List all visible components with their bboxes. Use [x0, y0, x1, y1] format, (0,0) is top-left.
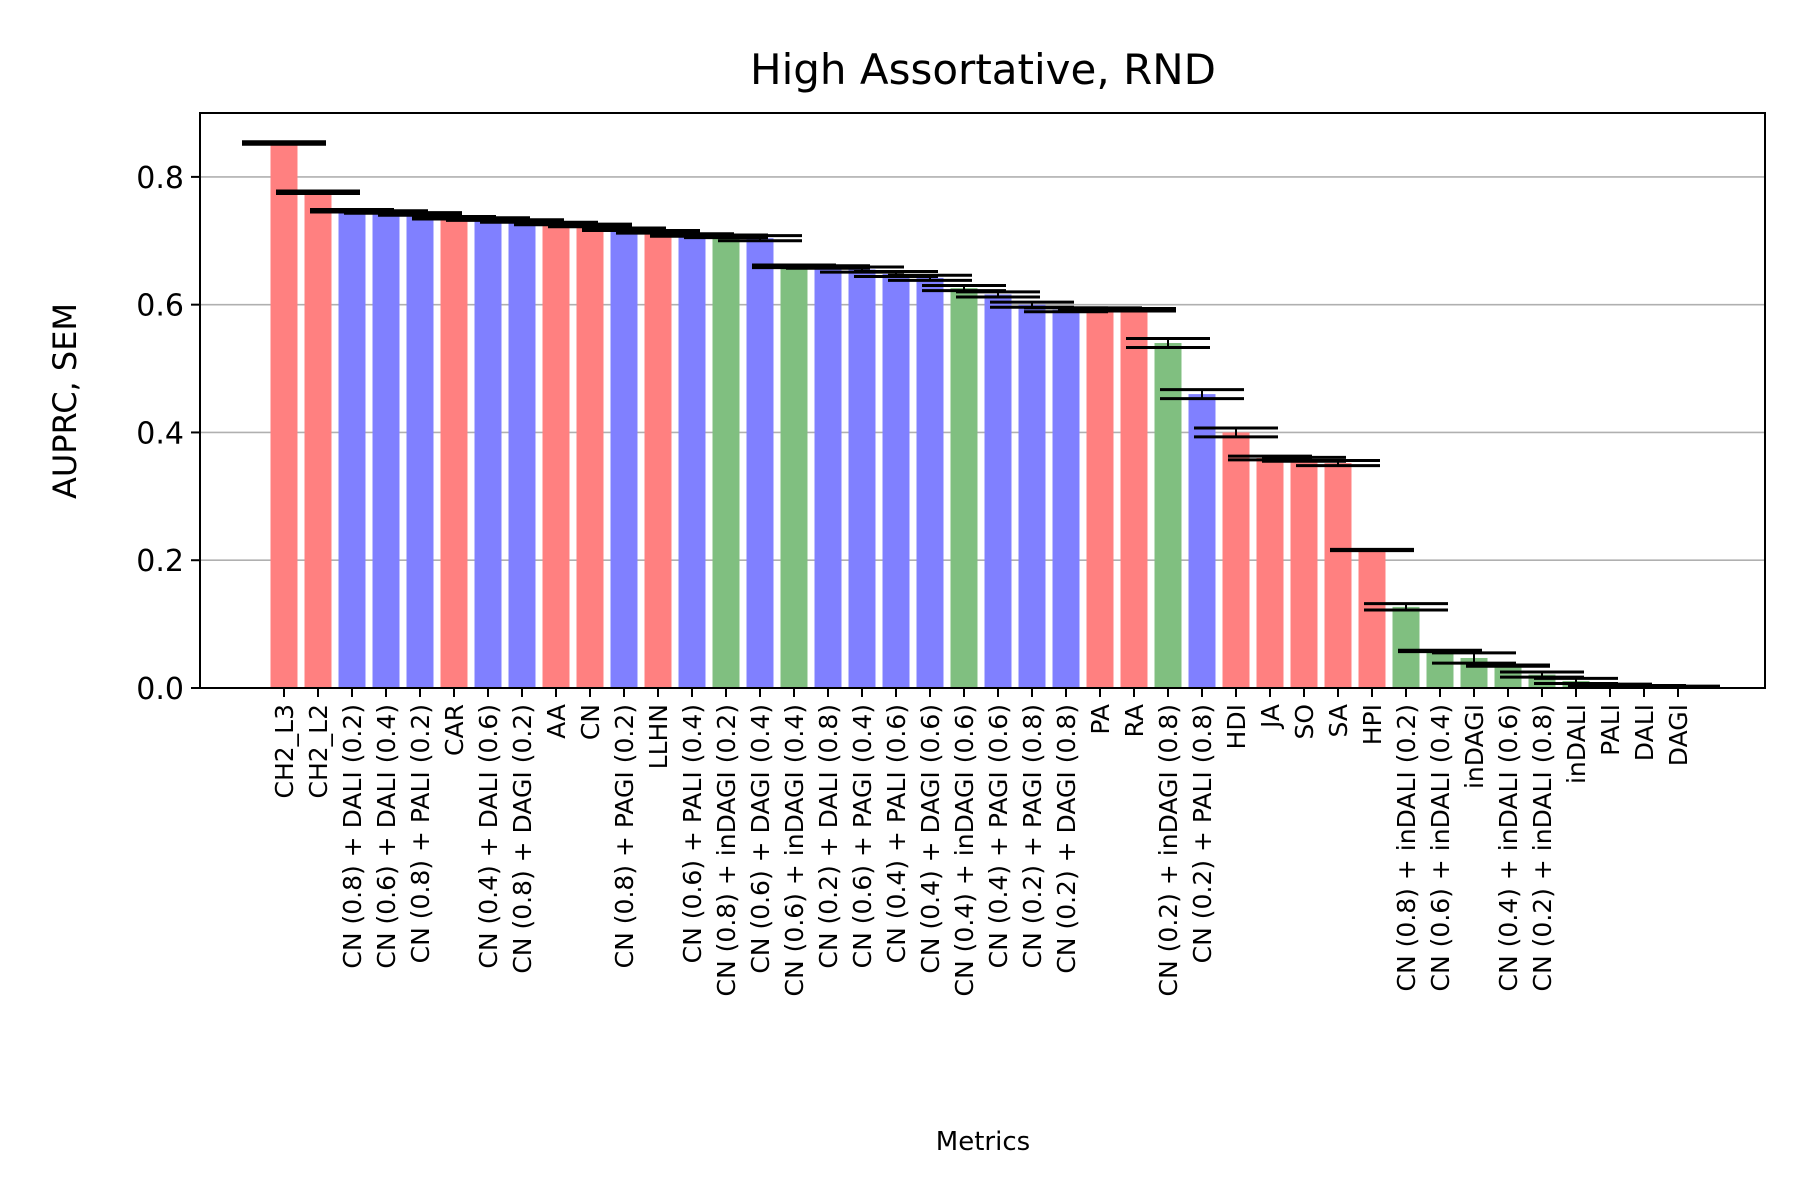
bar [406, 213, 434, 688]
y-tick-label: 0.0 [136, 672, 184, 707]
bar [678, 235, 706, 688]
bar [644, 231, 672, 689]
x-tick-label: CN (0.8) + inDAGI (0.2) [712, 704, 741, 996]
bar [984, 294, 1012, 688]
error-bars [242, 140, 1720, 689]
bar [440, 217, 468, 688]
x-tick-label: inDALI [1562, 704, 1591, 784]
bar [746, 238, 774, 688]
x-tick-label: PALI [1596, 704, 1625, 756]
x-tick-label: CN (0.4) + PAGI (0.6) [984, 704, 1013, 968]
x-tick-label: RA [1120, 704, 1149, 737]
bar [372, 212, 400, 688]
x-tick-label: CN (0.2) + PAGI (0.8) [1018, 704, 1047, 968]
x-tick-label: CN (0.4) + DALI (0.6) [474, 704, 503, 969]
y-axis-ticks: 0.0 0.2 0.4 0.6 0.8 [136, 161, 200, 707]
x-tick-label: CN (0.2) + DALI (0.8) [814, 704, 843, 969]
x-tick-label: CN (0.2) + DAGI (0.8) [1052, 704, 1081, 974]
bars [270, 143, 1692, 689]
x-tick-label: JA [1256, 704, 1285, 730]
x-tick-label: HDI [1222, 704, 1251, 749]
y-tick-label: 0.2 [136, 544, 184, 579]
x-tick-label: CH2_L3 [270, 704, 299, 799]
bar [1086, 309, 1114, 688]
bar [1358, 550, 1386, 688]
bar [338, 210, 366, 688]
x-tick-label: CN (0.6) + PAGI (0.4) [848, 704, 877, 968]
x-tick-label: CN (0.4) + inDAGI (0.6) [950, 704, 979, 996]
x-tick-label: CN (0.8) + DAGI (0.2) [508, 704, 537, 974]
x-tick-label: inDAGI [1460, 704, 1489, 789]
bar [916, 277, 944, 688]
x-tick-label: CAR [440, 704, 469, 756]
x-tick-label: DAGI [1664, 704, 1693, 766]
x-tick-label: SO [1290, 704, 1319, 740]
bar [1392, 606, 1420, 688]
y-gridlines [200, 176, 1765, 562]
x-tick-label: CH2_L2 [304, 704, 333, 799]
plot-frame [199, 112, 1766, 689]
x-axis-label: Metrics [936, 1127, 1030, 1157]
x-tick-label: LLHN [644, 704, 673, 769]
x-tick-label: CN (0.6) + PALI (0.4) [678, 704, 707, 963]
bar [1188, 394, 1216, 688]
x-tick-label: CN (0.8) + PALI (0.2) [406, 704, 435, 963]
x-tick-label: CN (0.2) + PALI (0.8) [1188, 704, 1217, 963]
bar [1256, 458, 1284, 688]
bar [1120, 309, 1148, 688]
bar [1324, 463, 1352, 688]
y-tick-label: 0.6 [136, 289, 184, 324]
x-tick-label: CN (0.4) + inDALI (0.6) [1494, 704, 1523, 991]
x-tick-label: HPI [1358, 704, 1387, 745]
bar [508, 220, 536, 688]
bar [814, 266, 842, 688]
x-tick-label: DALI [1630, 704, 1659, 761]
bar [610, 229, 638, 688]
bar [848, 269, 876, 688]
bar [1222, 432, 1250, 688]
bar [950, 288, 978, 688]
bar [780, 266, 808, 688]
x-tick-label: CN (0.6) + inDALI (0.4) [1426, 704, 1455, 991]
x-tick-label: AA [542, 704, 571, 739]
bar [712, 236, 740, 689]
bar [1426, 650, 1454, 688]
bar [474, 219, 502, 689]
x-tick-label: CN (0.6) + inDAGI (0.4) [780, 704, 809, 996]
y-tick-label: 0.4 [136, 416, 184, 451]
bar [882, 274, 910, 688]
chart-title: High Assortative, RND [750, 45, 1216, 94]
x-tick-label: CN (0.6) + DAGI (0.4) [746, 704, 775, 974]
x-axis-ticks: CH2_L3 CH2_L2 CN (0.8) + DALI (0.2) CN (0.6… [270, 688, 1693, 996]
x-tick-label: CN (0.8) + inDALI (0.2) [1392, 704, 1421, 991]
bar [576, 225, 604, 688]
x-tick-label: CN (0.8) + PAGI (0.2) [610, 704, 639, 968]
bar [542, 223, 570, 688]
bar [270, 143, 298, 688]
x-tick-label: SA [1324, 704, 1353, 737]
x-tick-label: CN (0.8) + DALI (0.2) [338, 704, 367, 969]
y-axis-label: AUPRC, SEM [46, 303, 84, 499]
x-tick-label: CN (0.2) + inDAGI (0.8) [1154, 704, 1183, 996]
x-tick-label: PA [1086, 704, 1115, 735]
bar [1052, 309, 1080, 688]
x-tick-label: CN [576, 704, 605, 740]
y-tick-label: 0.8 [136, 161, 184, 196]
bar [1290, 459, 1318, 688]
x-tick-label: CN (0.2) + inDALI (0.8) [1528, 704, 1557, 991]
x-tick-label: CN (0.4) + PALI (0.6) [882, 704, 911, 963]
x-tick-label: CN (0.4) + DAGI (0.6) [916, 704, 945, 974]
bar [1018, 304, 1046, 688]
bar [1154, 343, 1182, 688]
x-tick-label: CN (0.6) + DALI (0.4) [372, 704, 401, 969]
bar [304, 192, 332, 688]
